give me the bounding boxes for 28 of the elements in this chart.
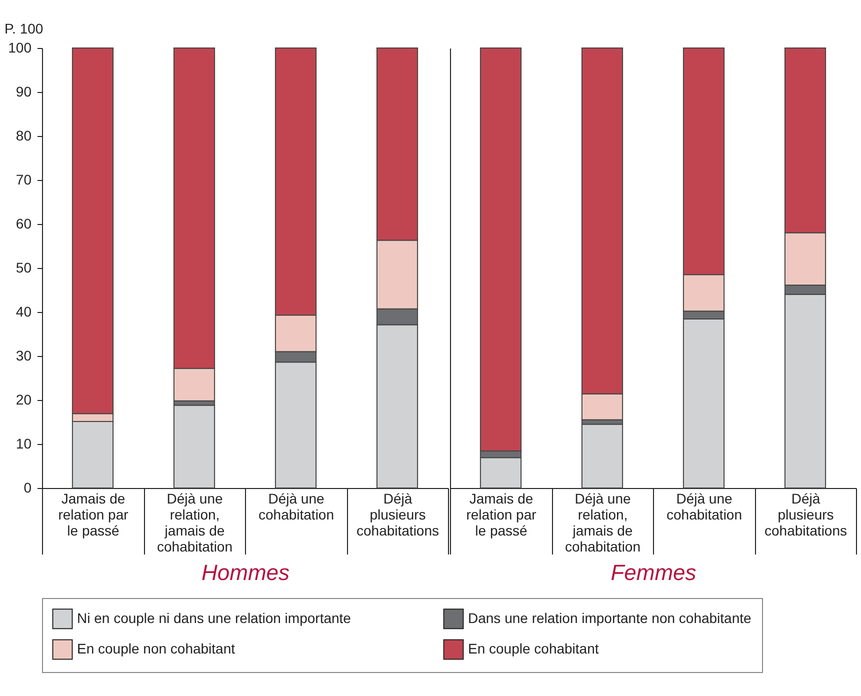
- y-tick-label: 40: [16, 304, 32, 320]
- x-tick-label: Déjà plusieurs cohabitations: [764, 490, 848, 538]
- x-tick-label: Déjà une relation, jamais de cohabitation: [564, 490, 641, 554]
- y-tick-label: 50: [16, 260, 32, 276]
- y-axis-title: P. 100: [4, 20, 44, 36]
- x-tick-label: Déjà une cohabitation: [258, 490, 334, 522]
- x-axis-title: Hommes: [201, 560, 290, 585]
- legend-label: En couple non cohabitant: [77, 640, 236, 656]
- y-tick-label: 80: [16, 128, 32, 144]
- legend-label: Dans une relation importante non cohabitante: [468, 610, 752, 626]
- y-tick-label: 30: [16, 348, 32, 364]
- x-tick-label: Déjà une relation, jamais de cohabitation: [156, 490, 233, 554]
- y-tick-label: 20: [16, 392, 32, 408]
- legend-label: Ni en couple ni dans une relation importante: [77, 610, 352, 626]
- x-axis-title: Femmes: [610, 560, 696, 585]
- x-tick-label: Déjà une cohabitation: [666, 490, 742, 522]
- x-tick-label: Jamais de relation par le passé: [58, 490, 129, 538]
- legend-label: En couple cohabitant: [468, 640, 599, 656]
- y-tick-label: 0: [24, 480, 32, 496]
- bar: [173, 404, 216, 488]
- y-tick-label: 60: [16, 216, 32, 232]
- y-tick-label: 100: [8, 40, 32, 56]
- y-tick-label: 10: [16, 436, 32, 452]
- bar: [581, 424, 624, 488]
- x-tick-label: Déjà plusieurs cohabitations: [356, 490, 440, 538]
- x-tick-label: Jamais de relation par le passé: [466, 490, 537, 538]
- y-tick-label: 70: [16, 172, 32, 188]
- y-tick-label: 90: [16, 84, 32, 100]
